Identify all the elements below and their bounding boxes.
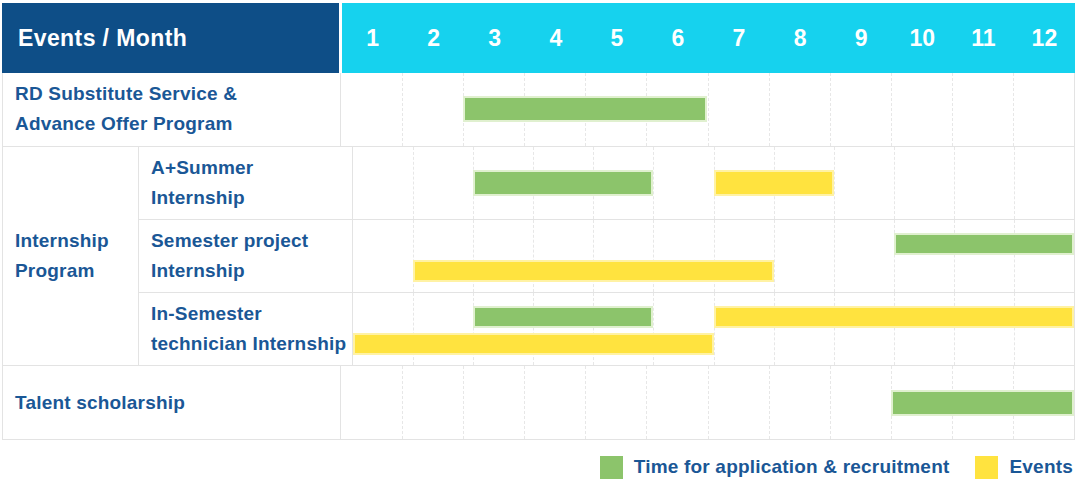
row-label-line: A+Summer: [151, 153, 352, 183]
month-grid-line: [708, 366, 709, 439]
month-label: 10: [892, 3, 953, 73]
month-grid-line: [1014, 220, 1015, 292]
month-grid-line: [830, 73, 831, 146]
table-header-row: Events / Month 123456789101112: [2, 3, 1075, 73]
table-row-rd-substitute: RD Substitute Service & Advance Offer Pr…: [3, 73, 1074, 147]
timeline-cell: [341, 73, 1074, 146]
row-label-semester-project-internship: Semester project Internship: [139, 220, 353, 292]
gantt-bar-events: [714, 170, 834, 196]
row-label-talent-scholarship: Talent scholarship: [3, 366, 341, 439]
group-subrows: A+Summer Internship Semester project Int…: [139, 147, 1074, 365]
row-label-line: Internship: [151, 183, 352, 213]
gantt-bar-events: [413, 260, 774, 282]
month-grid-line: [402, 73, 403, 146]
row-label-in-semester-technician-internship: In-Semester technician Internship: [139, 293, 353, 365]
table-row-talent-scholarship: Talent scholarship: [3, 366, 1074, 439]
group-label-internship-program: Internship Program: [3, 147, 139, 365]
gantt-bar-application-recruitment: [463, 96, 707, 122]
table-row-a-summer-internship: A+Summer Internship: [139, 147, 1074, 220]
gantt-bar-application-recruitment: [473, 170, 653, 196]
month-grid-line: [830, 366, 831, 439]
events-month-table: Events / Month 123456789101112 RD Substi…: [2, 3, 1075, 440]
month-grid-line: [769, 73, 770, 146]
gantt-bar-application-recruitment: [891, 390, 1074, 416]
header-cell-events-month: Events / Month: [2, 3, 339, 73]
month-grid-line: [402, 366, 403, 439]
month-grid-line: [954, 293, 955, 365]
month-grid-line: [834, 293, 835, 365]
month-grid-line: [894, 147, 895, 219]
month-grid-line: [894, 293, 895, 365]
month-label: 1: [342, 3, 403, 73]
month-grid-line: [1014, 293, 1015, 365]
gantt-bar-events: [353, 333, 714, 355]
month-label: 7: [708, 3, 769, 73]
row-label-line: technician Internship: [151, 329, 352, 359]
gantt-schedule-infographic: Events / Month 123456789101112 RD Substi…: [0, 0, 1080, 494]
month-grid-line: [954, 147, 955, 219]
month-grid-line: [585, 366, 586, 439]
row-label-line: In-Semester: [151, 299, 352, 329]
row-label-line: RD Substitute Service &: [15, 79, 340, 109]
month-label: 2: [403, 3, 464, 73]
month-grid-line: [954, 220, 955, 292]
legend-item-events: Events: [975, 456, 1073, 479]
gantt-bar-events: [714, 306, 1075, 328]
table-row-semester-project-internship: Semester project Internship: [139, 220, 1074, 293]
month-grid-line: [834, 147, 835, 219]
month-grid-line: [1013, 73, 1014, 146]
month-label: 3: [464, 3, 525, 73]
month-grid-line: [894, 220, 895, 292]
table-row-in-semester-technician-internship: In-Semester technician Internship: [139, 293, 1074, 365]
month-grid-line: [774, 220, 775, 292]
month-label: 4: [525, 3, 586, 73]
header-title: Events / Month: [18, 25, 187, 52]
row-label-a-summer-internship: A+Summer Internship: [139, 147, 353, 219]
row-label-line: Talent scholarship: [15, 388, 340, 418]
month-grid-line: [413, 147, 414, 219]
chart-legend: Time for application & recruitment Event…: [0, 440, 1073, 494]
month-label: 9: [831, 3, 892, 73]
timeline-cell: [353, 220, 1074, 292]
timeline-cell: [353, 147, 1074, 219]
row-label-line: Advance Offer Program: [15, 109, 340, 139]
group-label-line: Internship: [15, 226, 138, 256]
month-grid-line: [708, 73, 709, 146]
legend-label: Events: [1009, 456, 1073, 478]
month-grid-line: [1014, 147, 1015, 219]
yellow-swatch-icon: [975, 456, 998, 479]
gantt-bar-application-recruitment: [473, 306, 653, 328]
table-body: RD Substitute Service & Advance Offer Pr…: [2, 73, 1075, 440]
month-grid-line: [714, 293, 715, 365]
month-grid-line: [646, 366, 647, 439]
row-label-line: Semester project: [151, 226, 352, 256]
group-label-line: Program: [15, 256, 138, 286]
gantt-bar-application-recruitment: [894, 233, 1074, 255]
month-grid-line: [891, 73, 892, 146]
month-header-strip: 123456789101112: [342, 3, 1075, 73]
month-grid-line: [653, 147, 654, 219]
green-swatch-icon: [600, 456, 623, 479]
month-label: 5: [586, 3, 647, 73]
month-grid-line: [524, 366, 525, 439]
timeline-cell: [353, 293, 1074, 365]
month-grid-line: [952, 73, 953, 146]
timeline-cell: [341, 366, 1074, 439]
month-label: 6: [647, 3, 708, 73]
month-grid-line: [463, 366, 464, 439]
month-label: 12: [1014, 3, 1075, 73]
month-grid-line: [769, 366, 770, 439]
month-label: 8: [770, 3, 831, 73]
legend-label: Time for application & recruitment: [634, 456, 950, 478]
month-grid-line: [834, 220, 835, 292]
month-label: 11: [953, 3, 1014, 73]
legend-item-application-recruitment: Time for application & recruitment: [600, 456, 950, 479]
row-label-rd-substitute: RD Substitute Service & Advance Offer Pr…: [3, 73, 341, 146]
row-label-line: Internship: [151, 256, 352, 286]
table-group-internship-program: Internship Program A+Summer Internship S…: [3, 147, 1074, 366]
month-grid-line: [774, 293, 775, 365]
